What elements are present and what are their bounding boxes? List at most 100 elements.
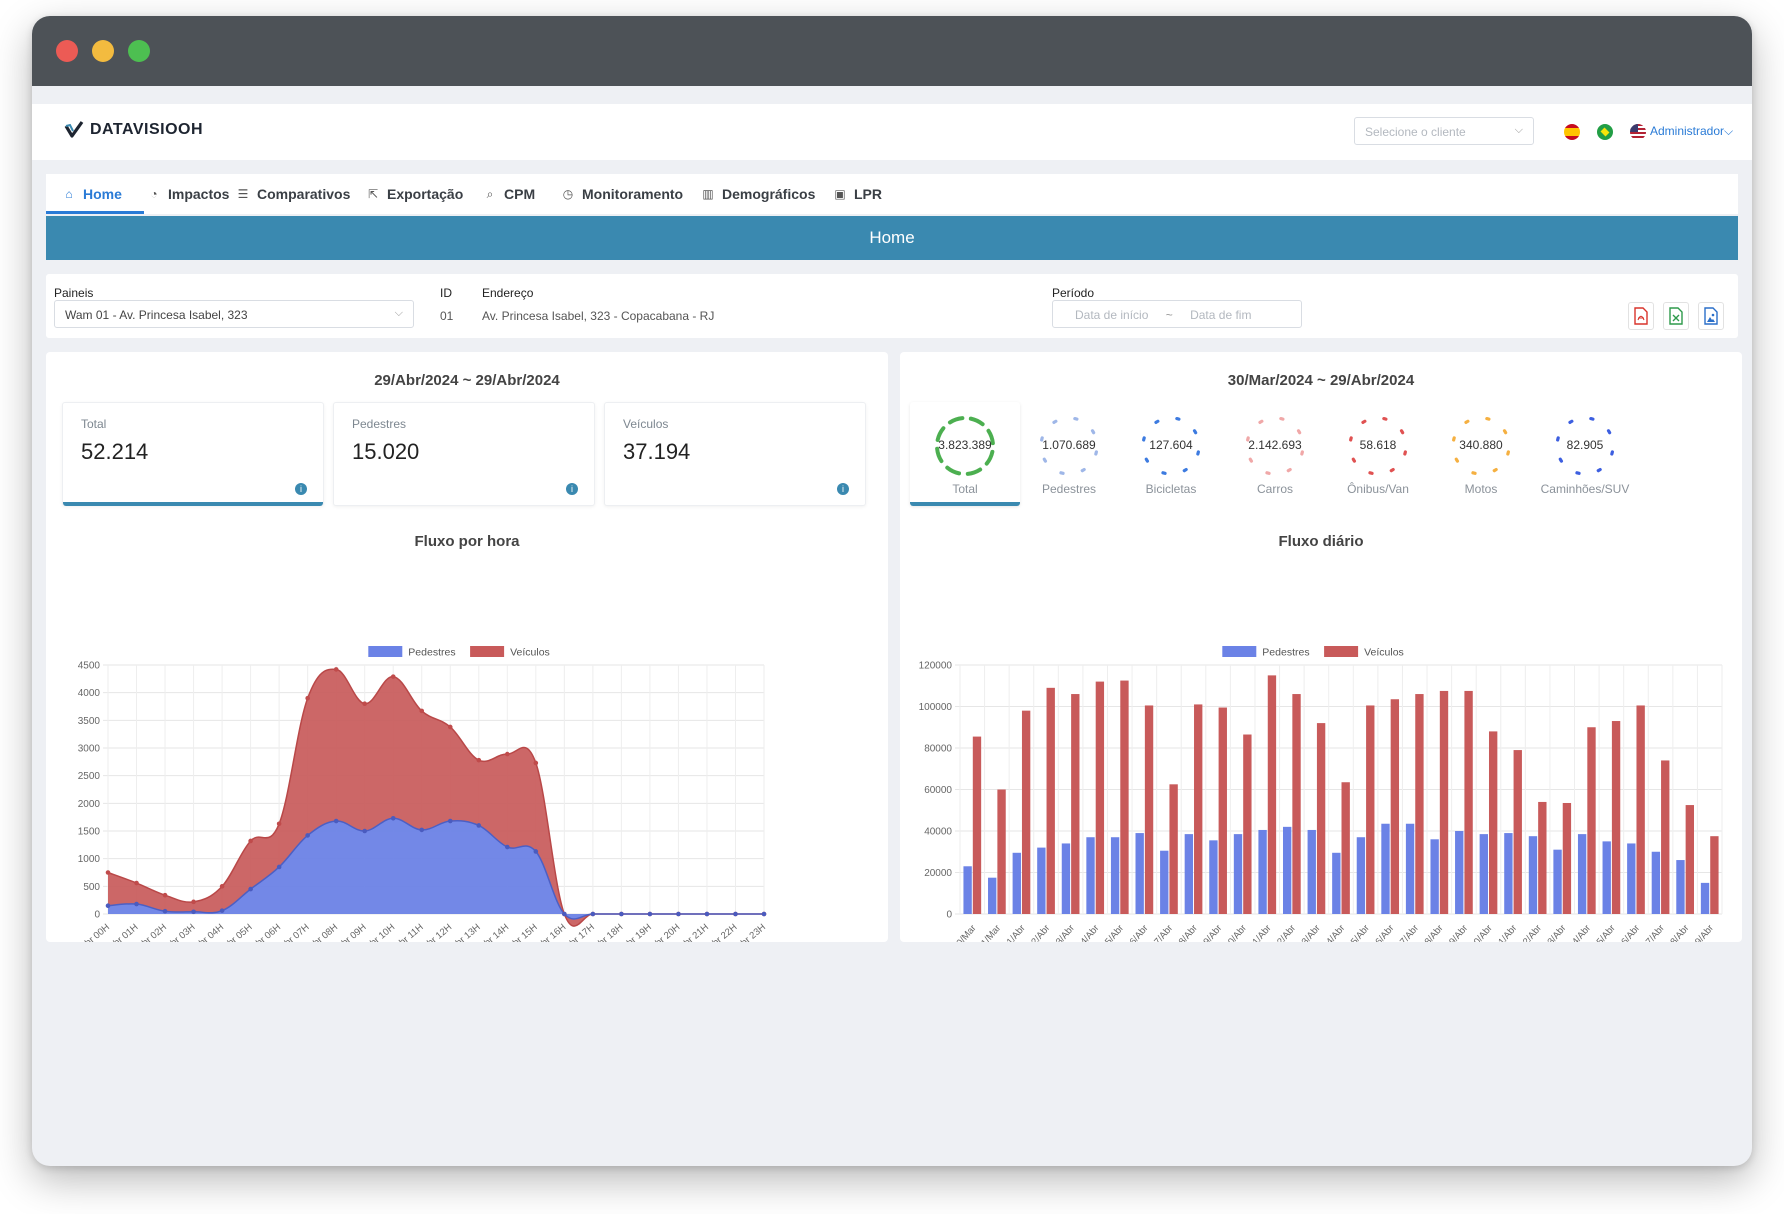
ring-motos[interactable]: 340.880 Motos xyxy=(1426,402,1536,506)
bar-vehicles xyxy=(1464,690,1473,914)
ring-arc xyxy=(935,416,995,476)
bar-pedestrians xyxy=(1577,834,1587,914)
ring-gauge xyxy=(1555,416,1615,476)
bar-vehicles xyxy=(1243,734,1252,914)
minimize-window-button[interactable] xyxy=(92,40,114,62)
id-value: 01 xyxy=(440,309,454,323)
ring-bicicletas[interactable]: 127.604 Bicicletas xyxy=(1116,402,1226,506)
close-window-button[interactable] xyxy=(56,40,78,62)
y-tick-label: 20000 xyxy=(924,868,952,879)
x-tick-label: 23/Abr xyxy=(1542,923,1568,942)
nav-impactos[interactable]: ◔ Impactos xyxy=(147,174,229,214)
pedestrians-point xyxy=(619,911,624,917)
pedestrians-point xyxy=(305,833,310,838)
spanish-flag-icon[interactable] xyxy=(1564,124,1580,140)
stat-pedestrians[interactable]: Pedestres 15.020 i xyxy=(333,402,595,506)
client-select-placeholder: Selecione o cliente xyxy=(1365,125,1466,139)
x-tick-label: 29/Abr 00H xyxy=(68,922,112,942)
brand-logo[interactable]: DATAVISIOOH xyxy=(64,120,203,140)
period-label: Período xyxy=(1052,286,1095,300)
stat-vehicles[interactable]: Veículos 37.194 i xyxy=(604,402,866,506)
x-tick-label: 30/Mar xyxy=(951,923,978,942)
ring-carros[interactable]: 2.142.693 Carros xyxy=(1220,402,1330,506)
pdf-export-button[interactable] xyxy=(1628,302,1654,330)
usa-flag-icon[interactable] xyxy=(1630,124,1646,140)
nav-home[interactable]: ⌂ Home xyxy=(62,174,122,214)
nav-comparativos[interactable]: ☰ Comparativos xyxy=(236,174,351,214)
vehicles-point xyxy=(476,757,482,763)
ring-label: Ônibus/Van xyxy=(1347,482,1409,496)
stat-total[interactable]: Total 52.214 i xyxy=(62,402,324,506)
x-tick-label: 15/Abr xyxy=(1345,923,1371,942)
ring-gauge xyxy=(935,416,995,476)
ring-arc xyxy=(1451,416,1511,476)
vehicles-point xyxy=(162,892,168,898)
y-tick-label: 2500 xyxy=(78,771,101,782)
bar-pedestrians xyxy=(1061,843,1071,914)
bar-pedestrians xyxy=(1209,840,1218,914)
y-tick-label: 4000 xyxy=(78,688,101,699)
bar-pedestrians xyxy=(1627,843,1636,914)
nav-cpm[interactable]: ⌕ CPM xyxy=(483,174,536,214)
daily-card: 30/Mar/2024 ~ 29/Abr/2024 Fluxo diário 0… xyxy=(900,352,1742,942)
panel-select[interactable]: Wam 01 - Av. Princesa Isabel, 323 ⌵ xyxy=(54,300,414,328)
period-range-input[interactable]: Data de início ~ Data de fim xyxy=(1052,300,1302,328)
bar-vehicles xyxy=(1095,681,1105,914)
x-tick-label: 22/Abr xyxy=(1518,923,1544,942)
ring-arc xyxy=(1141,416,1201,476)
legend-label: Pedestres xyxy=(408,647,455,659)
nav-comparativos-label: Comparativos xyxy=(257,186,351,202)
ring-total[interactable]: 3.823.389 Total xyxy=(910,402,1020,506)
bar-vehicles xyxy=(1439,690,1449,914)
maximize-window-button[interactable] xyxy=(128,40,150,62)
user-menu[interactable]: Administrador⌵ xyxy=(1650,124,1733,139)
image-export-button[interactable] xyxy=(1698,302,1724,330)
brazil-flag-icon[interactable] xyxy=(1597,124,1613,140)
info-icon[interactable]: i xyxy=(295,483,307,495)
main-nav: ⌂ Home ◔ Impactos ☰ Comparativos ⇱ Exportaçã… xyxy=(46,174,1738,214)
pedestrians-area xyxy=(108,818,764,920)
x-tick-label: 09/Abr xyxy=(1198,923,1224,942)
ring-arc xyxy=(1039,416,1099,476)
vehicles-point xyxy=(333,667,339,672)
client-select[interactable]: Selecione o cliente ⌵ xyxy=(1354,117,1534,145)
ring--nibus-van[interactable]: 58.618 Ônibus/Van xyxy=(1323,402,1433,506)
nav-demograficos[interactable]: ▥ Demográficos xyxy=(701,174,815,214)
bar-vehicles xyxy=(1316,723,1326,914)
pedestrians-point xyxy=(362,828,367,834)
excel-export-button[interactable] xyxy=(1663,302,1689,330)
pedestrians-point xyxy=(505,844,510,850)
pedestrians-point xyxy=(333,818,339,824)
bar-pedestrians xyxy=(1430,839,1439,914)
bar-vehicles xyxy=(1169,784,1178,914)
ring-label: Caminhões/SUV xyxy=(1540,482,1630,496)
pedestrians-point xyxy=(676,911,681,917)
vehicles-point xyxy=(533,760,539,766)
nav-lpr[interactable]: ▣ LPR xyxy=(833,174,882,214)
bar-vehicles xyxy=(1046,687,1055,914)
info-icon[interactable]: i xyxy=(837,483,849,495)
filters-bar: Paineis Wam 01 - Av. Princesa Isabel, 32… xyxy=(46,274,1738,338)
bar-pedestrians xyxy=(1602,841,1611,914)
stat-pedestrians-label: Pedestres xyxy=(352,417,407,431)
info-icon[interactable]: i xyxy=(566,483,578,495)
browser-window: DATAVISIOOH Selecione o cliente ⌵ Admini… xyxy=(32,16,1752,1166)
ring-pedestres[interactable]: 1.070.689 Pedestres xyxy=(1014,402,1124,506)
y-tick-label: 4500 xyxy=(78,661,101,672)
brand-name: DATAVISIOOH xyxy=(90,121,204,138)
legend-swatch xyxy=(470,646,505,657)
nav-monitoramento[interactable]: ◷ Monitoramento xyxy=(561,174,683,214)
bar-pedestrians xyxy=(1184,834,1194,914)
end-date-input[interactable]: Data de fim xyxy=(1190,308,1252,322)
panel-select-value: Wam 01 - Av. Princesa Isabel, 323 xyxy=(65,308,248,322)
bar-pedestrians xyxy=(1037,847,1046,914)
bar-vehicles xyxy=(1587,727,1596,914)
y-tick-label: 3500 xyxy=(78,716,101,727)
stat-vehicles-label: Veículos xyxy=(623,417,669,431)
y-tick-label: 100000 xyxy=(919,702,953,713)
ring-caminh-es-suv[interactable]: 82.905 Caminhões/SUV xyxy=(1530,402,1640,506)
legend-swatch xyxy=(368,646,403,657)
nav-exportacao[interactable]: ⇱ Exportação xyxy=(366,174,463,214)
vehicles-point xyxy=(505,751,510,757)
start-date-input[interactable]: Data de início xyxy=(1075,308,1149,322)
